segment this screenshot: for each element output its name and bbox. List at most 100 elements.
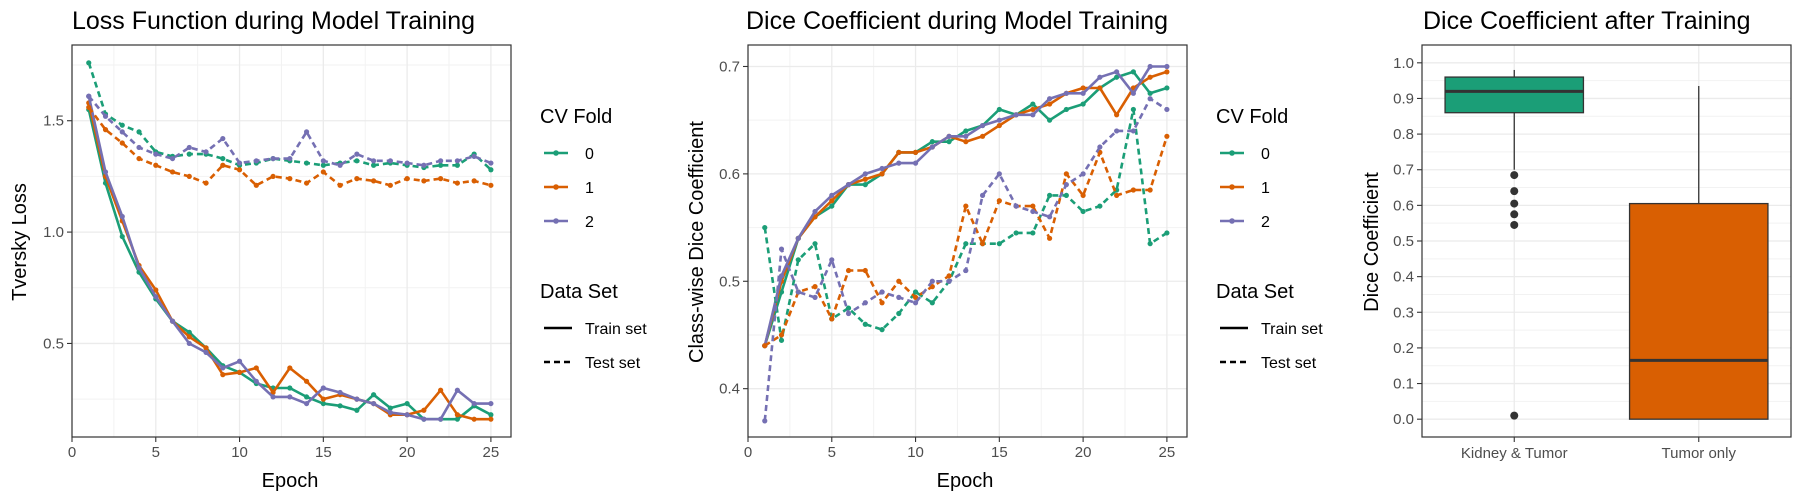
loss-point-fold-2-test <box>488 160 494 166</box>
dice-point-fold-2-train <box>778 273 785 279</box>
loss-chart-legend: CV Fold 0 1 2 Data Set Train set Test se… <box>540 106 647 372</box>
loss-point-fold-2-test <box>337 162 343 168</box>
loss-point-fold-0-test <box>86 60 92 66</box>
dice-point-fold-2-test <box>912 300 919 306</box>
dice-point-fold-2-train <box>862 171 868 177</box>
dice-training-chart-x-axis-label: Epoch <box>937 470 994 492</box>
dice-legend-title-cv-fold: CV Fold <box>1216 106 1288 128</box>
loss-y-tick-label: 1.5 <box>43 113 64 130</box>
dice-training-chart-title: Dice Coefficient during Model Training <box>746 7 1168 35</box>
loss-point-fold-1-train <box>471 416 477 422</box>
loss-point-fold-1-test <box>270 173 276 180</box>
dice-point-fold-0-test <box>1080 208 1086 215</box>
box-y-tick-label: 0.1 <box>1393 376 1414 393</box>
dice-point-fold-0-train <box>929 139 935 145</box>
dice-point-fold-0-train <box>1147 90 1153 96</box>
loss-plot-border <box>71 44 512 438</box>
loss-point-fold-1-test <box>287 176 293 182</box>
loss-point-fold-2-test <box>270 155 276 162</box>
loss-point-fold-2-train <box>270 394 276 400</box>
loss-point-fold-1-test <box>153 162 159 168</box>
dice-point-fold-0-train <box>1164 85 1170 91</box>
loss-point-fold-0-train <box>119 233 125 240</box>
dice-point-fold-2-test <box>1080 171 1086 177</box>
dice-point-fold-2-train <box>879 165 885 172</box>
dice-point-fold-2-test <box>1164 106 1170 113</box>
dice-point-fold-0-test <box>812 241 818 247</box>
dice-point-fold-1-test <box>1047 235 1053 241</box>
dice-point-fold-1-test <box>1063 171 1069 177</box>
dice-point-fold-2-train <box>1080 90 1086 96</box>
dice-point-fold-1-train <box>963 139 969 145</box>
loss-point-fold-1-test <box>387 182 393 188</box>
dice-legend-label-fold-1: 1 <box>1261 180 1270 197</box>
dice-point-fold-1-train <box>1097 85 1103 91</box>
dice-point-fold-1-train <box>1114 112 1120 118</box>
dice-boxplot-y-axis-label: Dice Coefficient <box>1361 172 1383 312</box>
dice-point-fold-0-train <box>963 128 969 134</box>
dice-point-fold-1-test <box>979 241 986 247</box>
box-kidney-tumor-box <box>1444 76 1585 114</box>
dice-point-fold-2-test <box>829 257 835 263</box>
loss-point-fold-2-train <box>287 394 293 400</box>
dice-point-fold-0-test <box>896 310 902 317</box>
loss-point-fold-2-train <box>153 294 159 300</box>
dice-training-chart-y-axis-label: Class-wise Dice Coefficient <box>686 121 708 363</box>
loss-series-fold-1-test-line <box>87 106 492 187</box>
box-y-tick-label: 0.9 <box>1393 90 1414 107</box>
dice-point-fold-2-train <box>1013 112 1019 118</box>
dice-point-fold-2-test <box>762 418 768 424</box>
loss-point-fold-0-train <box>320 400 326 407</box>
dice-point-fold-0-train <box>1130 69 1136 75</box>
dice-point-fold-0-test <box>762 224 768 231</box>
loss-point-fold-2-test <box>153 151 159 157</box>
dice-legend-key-point-fold-2 <box>1229 218 1235 224</box>
loss-point-fold-2-test <box>86 93 92 99</box>
loss-point-fold-2-train <box>454 387 460 393</box>
dice-point-fold-1-test <box>929 284 935 290</box>
loss-point-fold-1-test <box>320 169 326 175</box>
loss-point-fold-1-test <box>220 162 226 168</box>
dice-point-fold-1-train <box>1030 106 1036 113</box>
loss-point-fold-2-train <box>438 416 444 422</box>
loss-point-fold-2-test <box>119 129 125 135</box>
loss-point-fold-0-test <box>438 162 444 168</box>
dice-point-fold-2-train <box>912 160 919 166</box>
dice-point-fold-1-test <box>778 332 785 338</box>
dice-point-fold-2-train <box>929 144 935 150</box>
dice-point-fold-2-test <box>1013 203 1019 209</box>
dice-point-fold-1-train <box>879 171 885 177</box>
dice-point-fold-1-test <box>1080 192 1086 198</box>
loss-y-tick-label: 1.0 <box>43 224 64 241</box>
dice-point-fold-2-train <box>963 133 969 139</box>
loss-point-fold-2-train <box>320 385 326 391</box>
dice-point-fold-2-test <box>812 294 818 300</box>
loss-point-fold-1-train <box>236 369 243 376</box>
box-x-tick-label: Kidney & Tumor <box>1461 445 1568 462</box>
loss-chart-x-axis-label: Epoch <box>262 470 319 492</box>
loss-legend-key-point-fold-1 <box>553 184 559 190</box>
loss-point-fold-1-test <box>253 182 259 188</box>
loss-point-fold-1-train <box>153 287 159 293</box>
dice-point-fold-2-test <box>996 171 1002 177</box>
dice-point-fold-0-test <box>963 241 969 247</box>
loss-point-fold-2-test <box>320 158 326 164</box>
loss-point-fold-1-test <box>471 178 477 184</box>
dice-point-fold-1-train <box>829 198 835 204</box>
loss-legend-title-cv-fold: CV Fold <box>540 106 612 128</box>
dice-point-fold-1-test <box>879 300 885 306</box>
loss-point-fold-2-train <box>488 400 494 407</box>
dice-point-fold-2-train <box>996 117 1002 123</box>
dice-point-fold-2-train <box>979 122 986 129</box>
loss-legend-label-test: Test set <box>585 355 641 372</box>
loss-x-tick-label: 25 <box>483 444 500 461</box>
loss-point-fold-1-train <box>438 387 444 393</box>
loss-point-fold-0-test <box>371 162 377 168</box>
dice-training-chart-panel: Dice Coefficient during Model Training E… <box>686 7 1188 492</box>
dice-point-fold-2-train <box>946 133 952 139</box>
dice-point-fold-2-test <box>1097 144 1103 150</box>
dice-point-fold-1-train <box>1164 69 1170 75</box>
loss-point-fold-2-train <box>404 412 410 418</box>
dice-point-fold-0-test <box>1047 192 1053 198</box>
